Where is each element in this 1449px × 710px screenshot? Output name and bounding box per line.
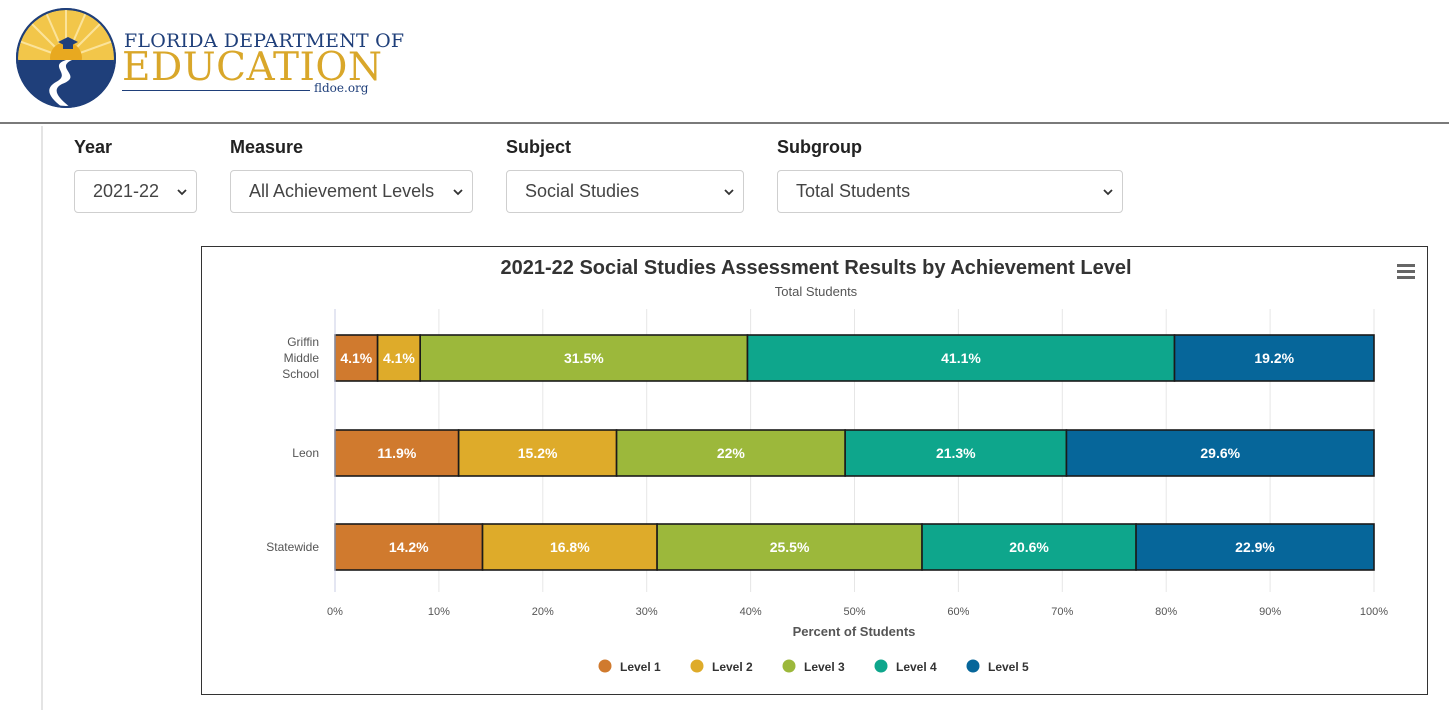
data-label: 4.1% bbox=[340, 350, 372, 366]
subgroup-select[interactable]: Total Students bbox=[777, 170, 1123, 213]
measure-label: Measure bbox=[230, 137, 304, 157]
legend-item[interactable]: Level 5 bbox=[966, 659, 1030, 675]
legend-item[interactable]: Level 3 bbox=[782, 659, 846, 675]
logo-divider bbox=[122, 90, 310, 91]
bar-segment[interactable] bbox=[1135, 523, 1375, 571]
bar-segment[interactable] bbox=[746, 334, 1176, 382]
x-axis-title: Percent of Students bbox=[793, 624, 916, 639]
year-label: Year bbox=[74, 137, 113, 157]
subject-label: Subject bbox=[506, 137, 572, 157]
year-select[interactable]: 2021-22 bbox=[74, 170, 197, 213]
chart-title: 2021-22 Social Studies Assessment Result… bbox=[500, 257, 1131, 279]
y-category-label: Griffin Middle School bbox=[282, 335, 319, 381]
x-tick-label: 30% bbox=[636, 606, 658, 618]
legend-label: Level 2 bbox=[712, 660, 753, 674]
data-label: 19.2% bbox=[1254, 350, 1294, 366]
x-tick-label: 70% bbox=[1051, 606, 1073, 618]
legend-marker bbox=[598, 659, 612, 673]
x-tick-label: 0% bbox=[327, 606, 343, 618]
bar-segment[interactable] bbox=[844, 429, 1068, 477]
x-tick-label: 100% bbox=[1360, 606, 1388, 618]
subject-filter: Subject Social Studies bbox=[506, 137, 744, 213]
bar-segment[interactable] bbox=[419, 334, 749, 382]
data-label: 21.3% bbox=[936, 445, 976, 461]
x-tick-label: 40% bbox=[740, 606, 762, 618]
bar-segment[interactable] bbox=[1065, 429, 1375, 477]
x-tick-label: 10% bbox=[428, 606, 450, 618]
bar-segment[interactable] bbox=[334, 523, 484, 571]
data-label: 4.1% bbox=[383, 350, 415, 366]
x-tick-label: 50% bbox=[843, 606, 865, 618]
legend-label: Level 3 bbox=[804, 660, 845, 674]
bar-segment[interactable] bbox=[334, 334, 379, 382]
fldoe-logo[interactable]: FLORIDA DEPARTMENT OF EDUCATION fldoe.or… bbox=[14, 6, 404, 110]
data-label: 15.2% bbox=[518, 445, 558, 461]
legend-marker bbox=[874, 659, 888, 673]
chevron-down-icon bbox=[453, 189, 463, 196]
legend-label: Level 1 bbox=[620, 660, 661, 674]
subgroup-filter: Subgroup Total Students bbox=[777, 137, 1123, 213]
x-tick-label: 90% bbox=[1259, 606, 1281, 618]
y-category-label: Statewide bbox=[266, 540, 319, 554]
y-category-label: Leon bbox=[292, 446, 319, 460]
x-tick-label: 80% bbox=[1155, 606, 1177, 618]
data-label: 29.6% bbox=[1200, 445, 1240, 461]
hamburger-menu-icon[interactable] bbox=[1397, 264, 1415, 279]
legend-marker bbox=[966, 659, 980, 673]
subgroup-select-value: Total Students bbox=[796, 181, 911, 201]
data-label: 11.9% bbox=[377, 445, 416, 461]
legend-marker bbox=[782, 659, 796, 673]
legend-item[interactable]: Level 1 bbox=[598, 659, 662, 675]
subject-select[interactable]: Social Studies bbox=[506, 170, 744, 213]
x-tick-label: 20% bbox=[532, 606, 554, 618]
data-label: 31.5% bbox=[564, 350, 604, 366]
data-label: 41.1% bbox=[941, 350, 981, 366]
subgroup-label: Subgroup bbox=[777, 137, 862, 157]
subject-select-value: Social Studies bbox=[525, 181, 640, 201]
data-label: 22% bbox=[717, 445, 746, 461]
legend-label: Level 4 bbox=[896, 660, 937, 674]
chart-subtitle: Total Students bbox=[775, 284, 858, 299]
measure-select[interactable]: All Achievement Levels bbox=[230, 170, 473, 213]
legend-item[interactable]: Level 2 bbox=[690, 659, 754, 675]
left-divider bbox=[41, 126, 43, 710]
site-header: FLORIDA DEPARTMENT OF EDUCATION fldoe.or… bbox=[0, 0, 1449, 124]
chevron-down-icon bbox=[177, 189, 187, 196]
measure-select-value: All Achievement Levels bbox=[249, 181, 435, 201]
data-label: 20.6% bbox=[1009, 539, 1049, 555]
measure-filter: Measure All Achievement Levels bbox=[230, 137, 473, 213]
bar-segment[interactable] bbox=[656, 523, 923, 571]
chevron-down-icon bbox=[724, 189, 734, 196]
legend-item[interactable]: Level 4 bbox=[874, 659, 938, 675]
logo-department-text: FLORIDA DEPARTMENT OF bbox=[124, 30, 405, 52]
year-select-value: 2021-22 bbox=[93, 181, 160, 201]
bar-segment[interactable] bbox=[1173, 334, 1375, 382]
logo-education-text: EDUCATION bbox=[122, 45, 383, 90]
data-label: 14.2% bbox=[389, 539, 429, 555]
logo-url-text: fldoe.org bbox=[314, 81, 369, 95]
data-label: 22.9% bbox=[1235, 539, 1275, 555]
chart-container: 2021-22 Social Studies Assessment Result… bbox=[201, 246, 1428, 695]
year-filter: Year 2021-22 bbox=[74, 137, 197, 213]
legend-marker bbox=[690, 659, 704, 673]
legend-label: Level 5 bbox=[988, 660, 1029, 674]
stacked-bar-chart: 2021-22 Social Studies Assessment Result… bbox=[266, 257, 1415, 675]
fldoe-seal-icon bbox=[16, 8, 116, 108]
bar-segment[interactable] bbox=[481, 523, 658, 571]
bar-segment[interactable] bbox=[457, 429, 618, 477]
data-label: 16.8% bbox=[550, 539, 590, 555]
x-tick-label: 60% bbox=[947, 606, 969, 618]
data-label: 25.5% bbox=[770, 539, 810, 555]
chevron-down-icon bbox=[1103, 189, 1113, 196]
